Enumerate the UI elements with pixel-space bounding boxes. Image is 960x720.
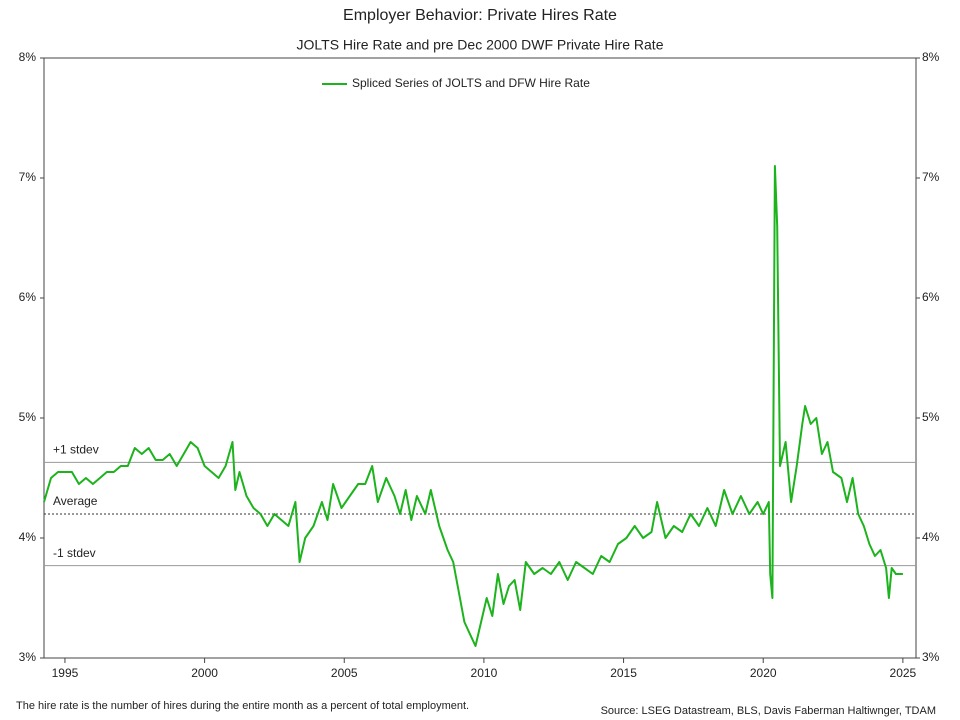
y2-tick-label: 8%: [922, 50, 940, 64]
y2-tick-label: 7%: [922, 170, 940, 184]
reference-label: Average: [53, 494, 98, 508]
x-tick-label: 1995: [52, 666, 79, 680]
legend-label: Spliced Series of JOLTS and DFW Hire Rat…: [352, 76, 590, 90]
y-tick-label: 6%: [19, 290, 37, 304]
y-tick-label: 3%: [19, 650, 37, 664]
y2-tick-label: 3%: [922, 650, 940, 664]
y-tick-label: 7%: [19, 170, 37, 184]
x-tick-label: 2000: [191, 666, 218, 680]
y-tick-label: 8%: [19, 50, 37, 64]
y2-tick-label: 4%: [922, 530, 940, 544]
footnote: The hire rate is the number of hires dur…: [16, 700, 469, 712]
data-line: [43, 165, 903, 647]
y2-tick-label: 6%: [922, 290, 940, 304]
y-tick-label: 5%: [19, 410, 37, 424]
x-tick-label: 2020: [750, 666, 777, 680]
chart-subtitle: JOLTS Hire Rate and pre Dec 2000 DWF Pri…: [297, 37, 664, 53]
chart-title: Employer Behavior: Private Hires Rate: [343, 7, 617, 24]
y-tick-label: 4%: [19, 530, 37, 544]
reference-label: -1 stdev: [53, 546, 96, 560]
source: Source: LSEG Datastream, BLS, Davis Fabe…: [601, 705, 936, 717]
y2-tick-label: 5%: [922, 410, 940, 424]
x-tick-label: 2010: [471, 666, 498, 680]
plot-frame: [43, 57, 917, 659]
x-tick-label: 2005: [331, 666, 358, 680]
x-tick-label: 2025: [890, 666, 917, 680]
reference-label: +1 stdev: [53, 443, 99, 457]
x-tick-label: 2015: [610, 666, 637, 680]
